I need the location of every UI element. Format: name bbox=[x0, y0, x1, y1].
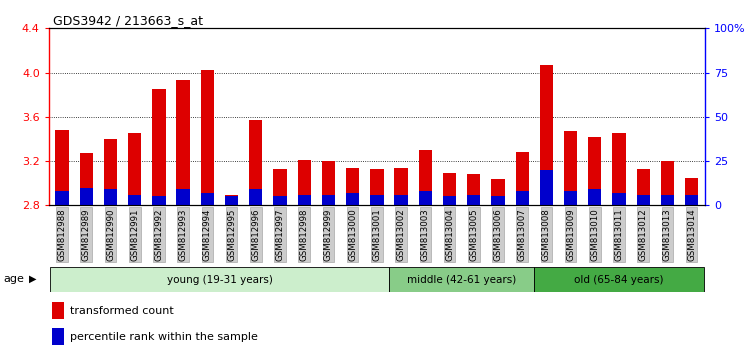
Text: young (19-31 years): young (19-31 years) bbox=[166, 275, 272, 285]
Bar bbox=[80, 188, 93, 205]
Bar bbox=[467, 174, 481, 205]
Text: GSM813002: GSM813002 bbox=[397, 209, 406, 261]
Bar bbox=[637, 169, 650, 205]
Text: GSM812991: GSM812991 bbox=[130, 209, 140, 261]
Text: GSM812996: GSM812996 bbox=[251, 209, 260, 261]
Text: GSM812998: GSM812998 bbox=[300, 209, 309, 261]
Text: GSM812994: GSM812994 bbox=[202, 209, 211, 261]
Bar bbox=[104, 189, 117, 205]
Bar bbox=[394, 195, 408, 205]
Bar bbox=[612, 133, 626, 205]
Bar bbox=[685, 178, 698, 205]
Bar bbox=[273, 169, 286, 205]
Bar bbox=[661, 161, 674, 205]
Bar bbox=[128, 133, 142, 205]
Bar bbox=[56, 130, 69, 205]
Bar bbox=[52, 328, 64, 345]
Text: ▶: ▶ bbox=[28, 274, 36, 284]
Bar bbox=[442, 173, 456, 205]
Text: GSM812988: GSM812988 bbox=[58, 209, 67, 261]
Bar bbox=[370, 169, 383, 205]
Bar bbox=[80, 153, 93, 205]
Bar bbox=[225, 195, 238, 205]
Text: GSM812997: GSM812997 bbox=[275, 209, 284, 261]
Bar bbox=[515, 152, 529, 205]
Bar bbox=[201, 70, 214, 205]
Bar bbox=[661, 195, 674, 205]
Text: GSM812995: GSM812995 bbox=[227, 209, 236, 261]
Bar bbox=[419, 150, 432, 205]
Text: GSM813014: GSM813014 bbox=[687, 209, 696, 261]
Bar bbox=[176, 80, 190, 205]
Bar bbox=[442, 196, 456, 205]
Bar bbox=[298, 160, 311, 205]
Text: GSM813006: GSM813006 bbox=[494, 209, 502, 261]
Bar bbox=[394, 168, 408, 205]
Bar bbox=[152, 196, 166, 205]
Text: GSM812989: GSM812989 bbox=[82, 209, 91, 261]
Text: transformed count: transformed count bbox=[70, 306, 173, 316]
FancyBboxPatch shape bbox=[50, 267, 389, 292]
Text: GDS3942 / 213663_s_at: GDS3942 / 213663_s_at bbox=[53, 14, 202, 27]
Text: GSM812993: GSM812993 bbox=[178, 209, 188, 261]
Bar bbox=[249, 120, 262, 205]
Text: GSM813007: GSM813007 bbox=[518, 209, 526, 261]
Bar bbox=[298, 195, 311, 205]
Text: old (65-84 years): old (65-84 years) bbox=[574, 275, 664, 285]
Text: GSM813005: GSM813005 bbox=[470, 209, 478, 261]
Bar bbox=[225, 196, 238, 205]
Text: middle (42-61 years): middle (42-61 years) bbox=[407, 275, 516, 285]
Text: GSM813011: GSM813011 bbox=[614, 209, 623, 261]
Text: GSM813003: GSM813003 bbox=[421, 209, 430, 261]
Bar bbox=[104, 139, 117, 205]
Bar bbox=[588, 189, 602, 205]
Bar bbox=[56, 191, 69, 205]
Text: GSM813009: GSM813009 bbox=[566, 209, 575, 261]
Bar bbox=[685, 195, 698, 205]
Bar bbox=[176, 189, 190, 205]
FancyBboxPatch shape bbox=[389, 267, 534, 292]
Bar bbox=[201, 193, 214, 205]
Text: GSM813012: GSM813012 bbox=[639, 209, 648, 261]
Bar bbox=[540, 65, 553, 205]
Bar bbox=[370, 195, 383, 205]
Bar bbox=[612, 193, 626, 205]
Text: GSM813013: GSM813013 bbox=[663, 209, 672, 261]
Bar bbox=[273, 196, 286, 205]
Bar bbox=[564, 131, 578, 205]
Text: GSM813008: GSM813008 bbox=[542, 209, 551, 261]
Bar bbox=[588, 137, 602, 205]
Bar bbox=[322, 195, 335, 205]
Text: GSM812992: GSM812992 bbox=[154, 209, 164, 261]
Bar bbox=[249, 189, 262, 205]
Text: GSM813010: GSM813010 bbox=[590, 209, 599, 261]
Text: GSM813001: GSM813001 bbox=[372, 209, 381, 261]
Text: percentile rank within the sample: percentile rank within the sample bbox=[70, 332, 258, 342]
Text: age: age bbox=[4, 274, 25, 284]
Text: GSM812999: GSM812999 bbox=[324, 209, 333, 261]
Text: GSM812990: GSM812990 bbox=[106, 209, 115, 261]
Text: GSM813000: GSM813000 bbox=[348, 209, 357, 261]
Bar bbox=[152, 89, 166, 205]
Bar bbox=[346, 193, 359, 205]
Bar bbox=[322, 161, 335, 205]
Bar bbox=[491, 179, 505, 205]
Bar bbox=[52, 302, 64, 319]
Bar bbox=[637, 195, 650, 205]
Bar bbox=[564, 191, 578, 205]
Bar bbox=[540, 170, 553, 205]
Bar bbox=[515, 191, 529, 205]
Bar bbox=[346, 168, 359, 205]
Bar bbox=[128, 195, 142, 205]
Bar bbox=[491, 196, 505, 205]
Bar bbox=[467, 195, 481, 205]
FancyBboxPatch shape bbox=[534, 267, 704, 292]
Text: GSM813004: GSM813004 bbox=[445, 209, 454, 261]
Bar bbox=[419, 191, 432, 205]
